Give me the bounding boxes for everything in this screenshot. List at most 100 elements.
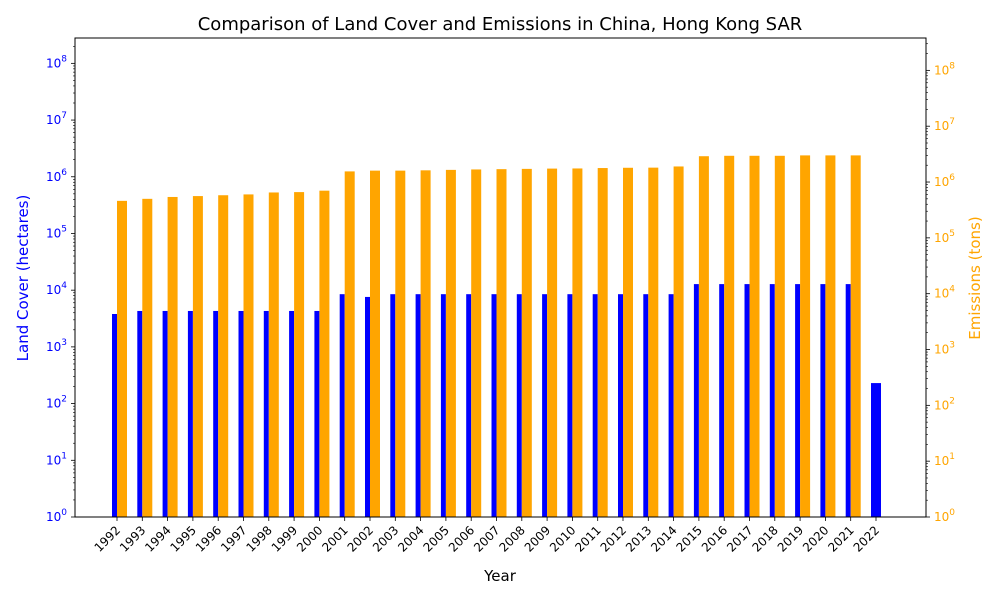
emissions-bar [547, 168, 558, 517]
right-y-axis-title: Emissions (tons) [966, 216, 984, 339]
x-tick-label: 1993 [117, 523, 148, 554]
land-cover-bar [516, 294, 522, 517]
y-tick-label: 107 [934, 117, 955, 133]
x-tick-label: 1992 [92, 523, 123, 554]
emissions-bar [319, 190, 330, 517]
x-tick-label: 2015 [674, 523, 705, 554]
y-tick-label: 105 [46, 224, 67, 240]
land-cover-bar [238, 310, 244, 517]
land-cover-bar [693, 284, 699, 517]
x-tick-label: 2002 [345, 523, 376, 554]
y-tick-label: 107 [46, 111, 67, 127]
x-tick-label: 2013 [623, 523, 654, 554]
emissions-bar [724, 155, 735, 517]
x-tick-label: 2022 [851, 523, 882, 554]
x-tick-label: 2010 [547, 523, 578, 554]
y-tick-label: 100 [934, 508, 955, 524]
left-y-axis: 100 101 102 103 104 105 106 107 108 [46, 45, 75, 524]
y-tick-label: 104 [934, 285, 955, 301]
land-cover-bar [871, 383, 881, 517]
emissions-bar [800, 155, 811, 518]
land-cover-bar [112, 314, 117, 517]
land-cover-bar [187, 310, 193, 517]
x-tick-label: 1995 [168, 523, 199, 554]
emissions-bar [218, 195, 229, 517]
x-tick-label: 1999 [269, 523, 300, 554]
emissions-bar [774, 155, 785, 517]
y-tick-label: 108 [934, 61, 955, 77]
emissions-bar [471, 169, 482, 517]
land-cover-bar [643, 294, 649, 517]
land-cover-bar [668, 294, 674, 517]
emissions-bars [117, 155, 861, 518]
x-tick-label: 2019 [775, 523, 806, 554]
y-tick-label: 103 [934, 341, 955, 357]
x-axis-title: Year [483, 567, 517, 585]
land-cover-bar [466, 294, 472, 517]
left-y-axis-title: Land Cover (hectares) [14, 195, 32, 362]
land-cover-bar [162, 310, 168, 517]
y-tick-label: 101 [46, 451, 67, 467]
emissions-bar [648, 167, 659, 517]
land-cover-bar [618, 294, 623, 517]
emissions-bar [496, 169, 507, 517]
x-axis: 1992199319941995199619971998199920002001… [92, 517, 882, 555]
x-tick-label: 1997 [218, 523, 249, 554]
x-tick-label: 1996 [193, 523, 224, 554]
emissions-bar [749, 155, 760, 517]
land-cover-bar [339, 294, 345, 517]
x-tick-label: 2011 [572, 523, 603, 554]
emissions-bar [445, 169, 456, 517]
x-tick-label: 2016 [699, 523, 730, 554]
y-tick-label: 106 [934, 173, 955, 189]
x-tick-label: 2021 [825, 523, 856, 554]
emissions-bar [117, 200, 127, 518]
x-tick-label: 1994 [142, 523, 173, 554]
land-cover-bar [719, 284, 725, 517]
emissions-bar [825, 155, 836, 518]
land-cover-bar [491, 294, 497, 517]
land-cover-bar [440, 294, 446, 517]
emissions-bar [294, 192, 305, 517]
x-tick-label: 2000 [294, 523, 325, 554]
x-tick-label: 2004 [395, 523, 426, 554]
emissions-bar [597, 168, 608, 517]
x-tick-label: 2001 [319, 523, 350, 554]
emissions-bar [142, 198, 153, 517]
land-cover-bar [845, 284, 851, 517]
x-tick-label: 2003 [370, 523, 401, 554]
y-tick-label: 104 [46, 281, 67, 297]
y-tick-label: 101 [934, 452, 955, 468]
emissions-bar [850, 155, 861, 518]
x-tick-label: 2018 [749, 523, 780, 554]
x-tick-label: 2017 [724, 523, 755, 554]
land-cover-bar [289, 310, 295, 517]
x-tick-label: 2005 [421, 523, 452, 554]
emissions-bar [243, 194, 254, 517]
y-tick-label: 100 [46, 508, 67, 524]
emissions-bar [192, 196, 203, 517]
emissions-bar [623, 167, 633, 517]
land-cover-bar [820, 284, 826, 517]
land-cover-bar [769, 284, 775, 517]
emissions-bar [420, 170, 431, 517]
plot-frame [74, 37, 927, 518]
land-cover-bar [263, 310, 269, 517]
x-tick-label: 2020 [800, 523, 831, 554]
x-tick-label: 2007 [471, 523, 502, 554]
emissions-bar [268, 192, 279, 517]
emissions-bar [673, 166, 684, 518]
land-cover-bar [390, 294, 396, 517]
x-tick-label: 1998 [243, 523, 274, 554]
x-tick-label: 2006 [446, 523, 477, 554]
chart-title: Comparison of Land Cover and Emissions i… [198, 14, 803, 35]
land-cover-bars [112, 284, 881, 517]
land-cover-bar [542, 294, 548, 517]
land-cover-bar [795, 284, 801, 517]
emissions-bar [698, 156, 709, 517]
y-tick-label: 103 [46, 338, 67, 354]
y-tick-label: 102 [934, 396, 955, 412]
y-tick-label: 108 [46, 54, 67, 70]
land-cover-bar [314, 310, 320, 517]
